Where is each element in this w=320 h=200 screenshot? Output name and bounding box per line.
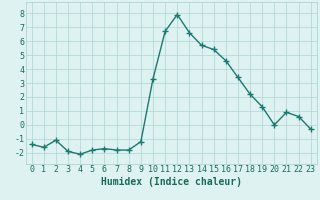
X-axis label: Humidex (Indice chaleur): Humidex (Indice chaleur) xyxy=(101,177,242,187)
